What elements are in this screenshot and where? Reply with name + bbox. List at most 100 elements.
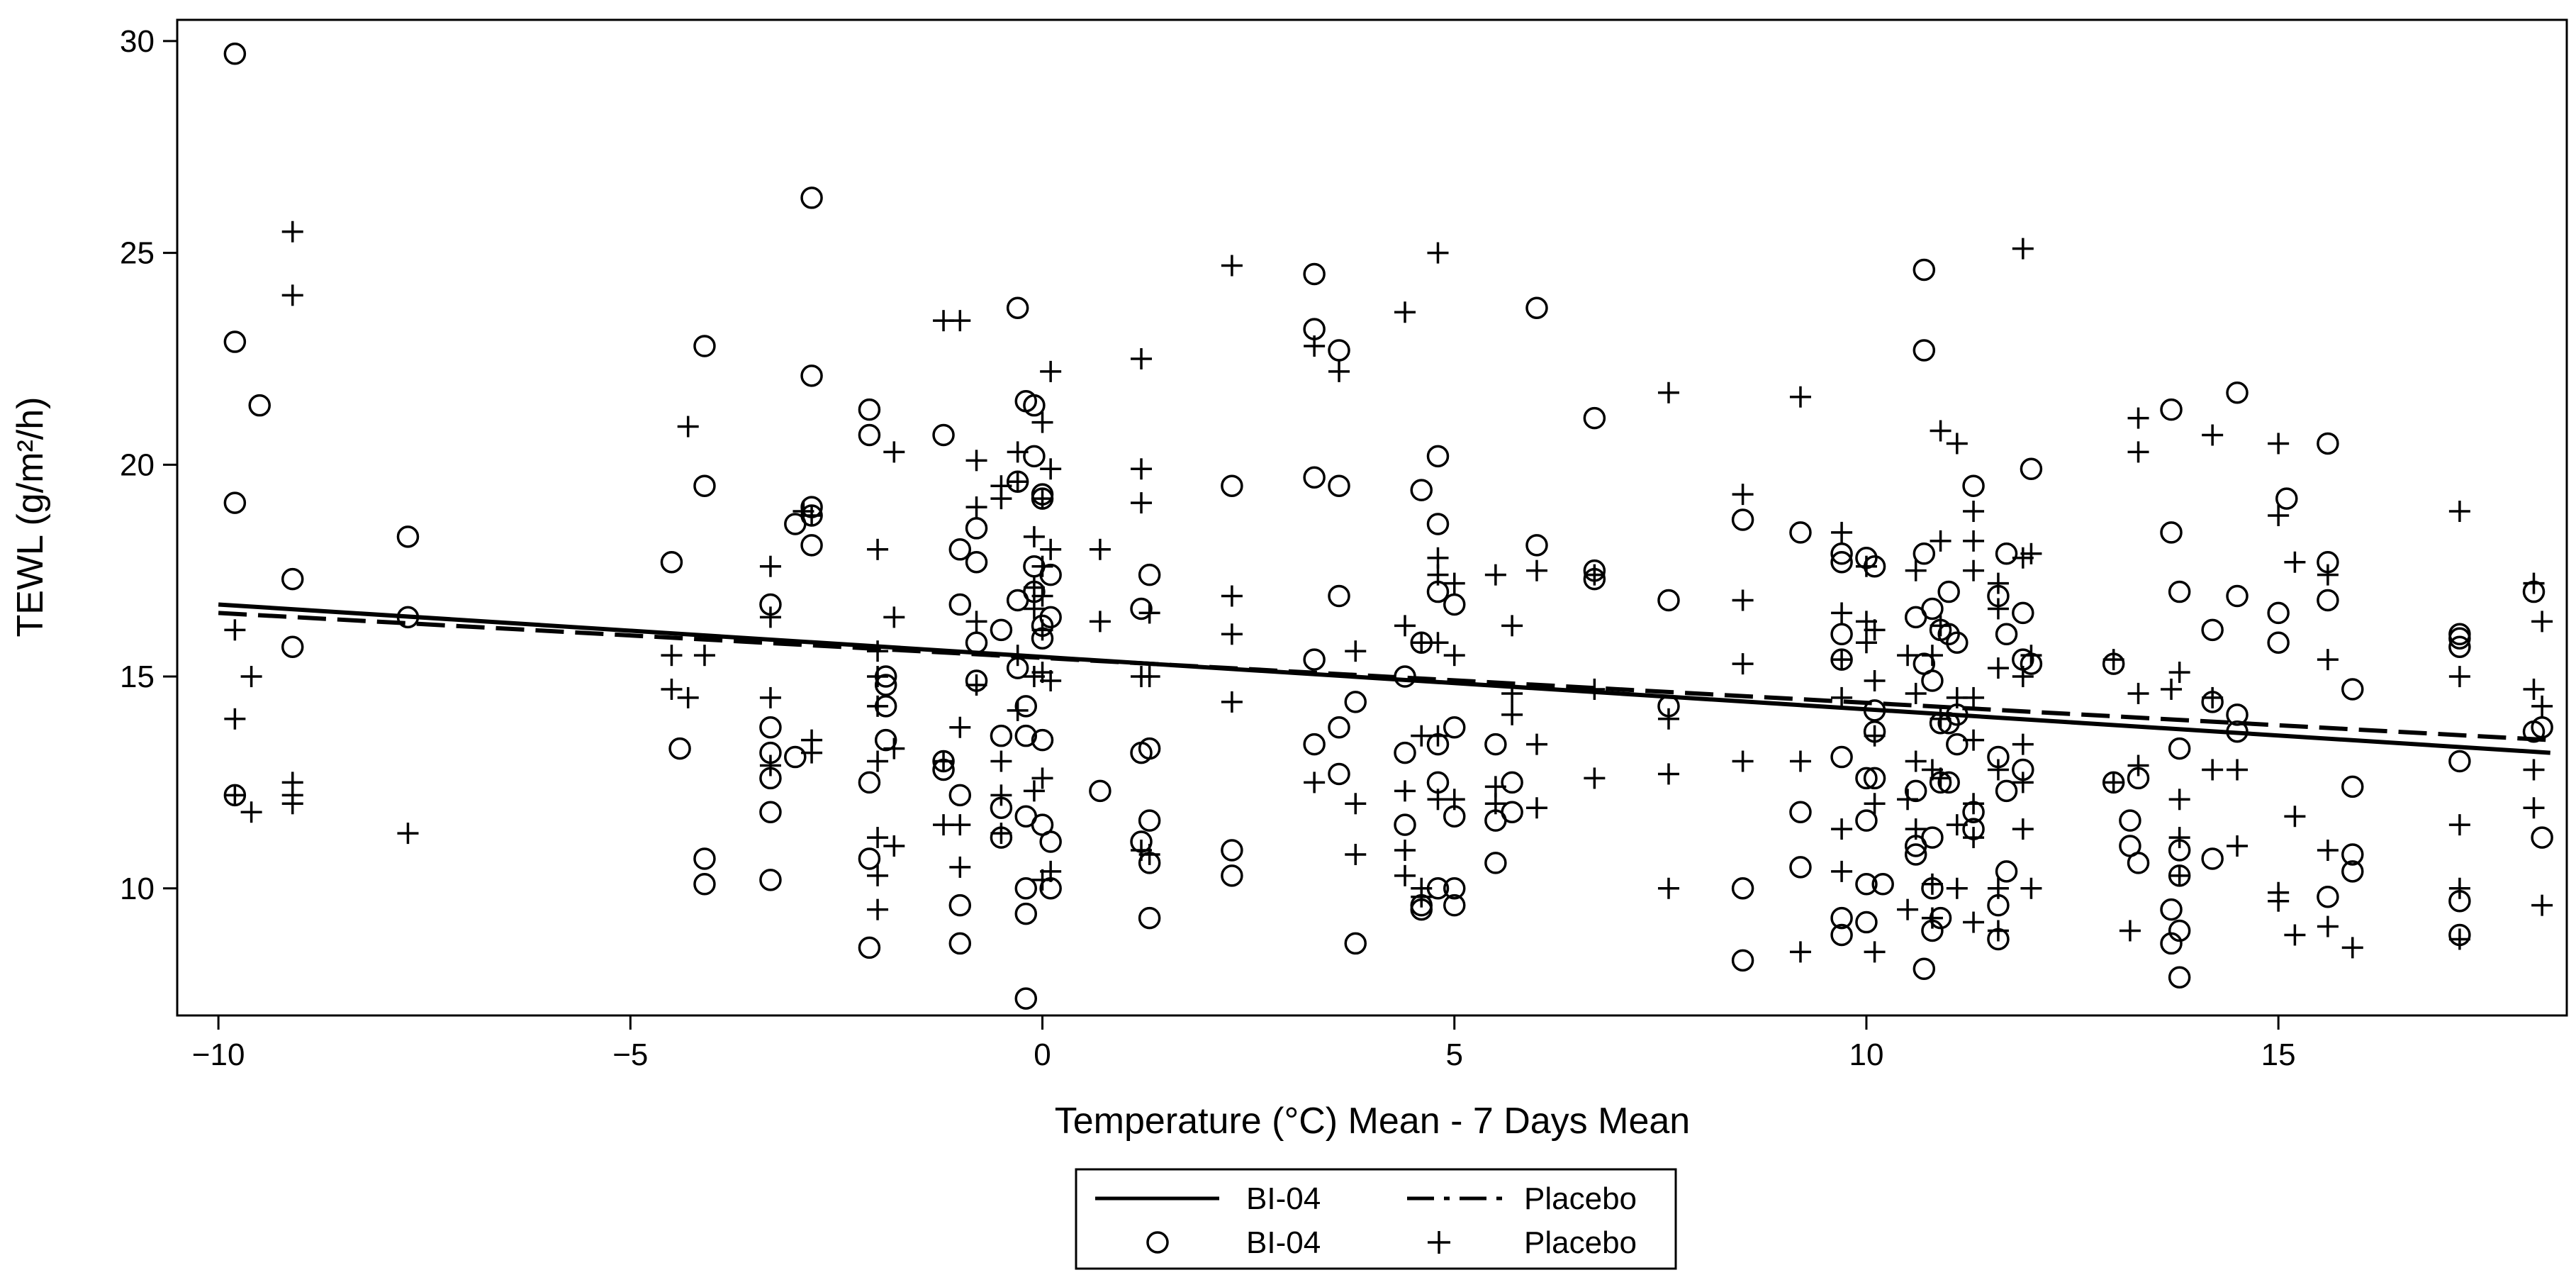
data-point-bi04 [1328,762,1350,786]
data-point-placebo [2227,759,2249,781]
data-point-bi04 [1995,779,2018,803]
data-point-bi04 [1426,445,1450,468]
data-point-bi04 [2160,521,2183,544]
data-point-bi04 [2317,589,2339,612]
data-point-bi04 [2119,809,2141,832]
data-point-placebo [1855,555,1877,577]
data-point-placebo [990,823,1012,845]
data-point-placebo [1732,750,1754,772]
data-point-bi04 [858,847,881,870]
data-point-placebo [1789,386,1811,408]
data-point-placebo [1930,530,1951,552]
data-point-placebo [1138,666,1160,688]
data-point-placebo [1221,255,1243,277]
data-point-placebo [2523,797,2545,819]
data-point-bi04 [248,394,271,417]
legend-placebo-marker-swatch [1428,1231,1450,1254]
data-point-bi04 [2341,860,2364,883]
data-point-placebo [677,416,699,438]
data-point-placebo [1732,484,1754,506]
data-point-placebo [1427,725,1449,747]
data-point-placebo [867,666,889,688]
data-point-placebo [1789,750,1811,772]
data-point-bi04 [1855,873,1878,896]
data-point-placebo [1987,598,2009,620]
data-point-bi04 [1014,902,1038,925]
y-tick-label: 10 [120,872,155,906]
data-point-bi04 [2448,635,2471,658]
data-point-bi04 [759,716,782,739]
data-point-placebo [1031,411,1053,433]
data-point-placebo [759,686,781,708]
data-point-placebo [2168,864,2190,886]
data-point-bi04 [1484,733,1507,756]
data-point-placebo [2531,894,2553,916]
data-point-bi04 [2160,898,2183,921]
data-point-placebo [2523,678,2545,700]
data-point-placebo [1831,602,1853,624]
data-point-bi04 [1394,813,1416,836]
data-point-placebo [2227,835,2249,857]
data-point-placebo [1921,907,1943,929]
data-point-placebo [2448,877,2470,899]
data-point-bi04 [1443,877,1466,900]
data-point-placebo [2448,666,2470,688]
data-point-bi04 [874,674,897,696]
data-point-placebo [1131,458,1153,480]
data-point-placebo [2523,759,2545,781]
data-point-bi04 [948,893,972,917]
data-point-placebo [281,284,303,306]
data-point-bi04 [759,869,782,891]
data-point-bi04 [1023,394,1046,417]
data-point-bi04 [660,550,683,574]
data-point-placebo [1987,877,2009,899]
data-point-placebo [867,827,889,849]
data-point-placebo [1525,559,1547,581]
data-point-bi04 [1039,606,1062,629]
data-point-placebo [1328,360,1350,382]
data-point-placebo [1221,691,1243,713]
data-point-bi04 [1031,728,1054,752]
data-point-bi04 [948,784,972,807]
data-point-placebo [1443,572,1465,594]
data-point-placebo [1221,585,1243,607]
data-point-placebo [224,708,246,730]
data-point-bi04 [965,550,988,574]
data-point-bi04 [2160,932,2183,955]
data-point-placebo [2317,839,2339,861]
data-point-placebo [2127,407,2149,429]
data-point-placebo [883,441,905,463]
data-point-placebo [1394,839,1416,861]
data-point-bi04 [1904,843,1927,866]
data-point-bi04 [2531,716,2553,739]
data-point-bi04 [1221,474,1243,497]
data-point-bi04 [223,330,247,353]
data-point-placebo [883,606,905,628]
data-point-placebo [1443,789,1465,811]
legend: BI-04 Placebo BI-04 Placebo [1075,1168,1677,1270]
data-point-bi04 [1138,809,1161,832]
data-point-placebo [1040,670,1062,692]
data-point-bi04 [668,737,691,760]
data-point-placebo [1007,441,1029,463]
data-point-placebo [1930,615,1951,637]
data-point-placebo [1031,619,1053,641]
data-point-bi04 [693,474,716,497]
data-point-placebo [1963,559,1985,581]
data-point-placebo [1657,708,1679,730]
data-point-bi04 [800,534,823,557]
data-point-placebo [1031,488,1053,510]
data-point-placebo [1031,585,1053,607]
data-point-bi04 [1138,737,1161,760]
data-point-bi04 [932,423,955,447]
x-tick-label: 15 [2261,1037,2296,1072]
x-tick-label: 0 [1034,1037,1051,1072]
data-point-bi04 [2168,580,2191,603]
data-point-bi04 [1221,839,1243,862]
data-point-placebo [1864,725,1886,747]
data-point-bi04 [2012,601,2034,625]
data-point-placebo [2448,814,2470,836]
data-point-bi04 [1138,563,1161,586]
data-point-placebo [1023,598,1045,620]
data-point-placebo [1584,564,1606,586]
